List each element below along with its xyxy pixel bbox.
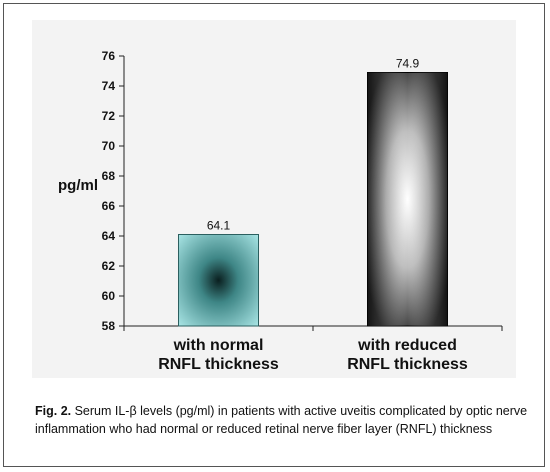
caption-text: Serum IL-β levels (pg/ml) in patients wi… (35, 404, 528, 436)
figure-caption: Fig. 2. Serum IL-β levels (pg/ml) in pat… (35, 402, 535, 438)
y-tick-label: 72 (102, 109, 116, 123)
y-tick-label: 68 (102, 169, 116, 183)
y-tick-label: 74 (102, 79, 116, 93)
data-label: 74.9 (396, 57, 420, 71)
figure-frame: 58 60 62 64 66 68 70 72 74 76 pg/ml 64.1 with norma… (3, 3, 545, 467)
x-category-label: with reduced (357, 337, 457, 354)
y-tick-label: 76 (102, 49, 116, 63)
y-tick-label: 70 (102, 139, 116, 153)
x-category-label: RNFL thickness (347, 356, 468, 373)
y-tick-label: 64 (102, 229, 116, 243)
y-tick-label: 62 (102, 259, 116, 273)
x-category-label: RNFL thickness (158, 356, 279, 373)
x-category-label: with normal (173, 337, 264, 354)
y-tick-label: 58 (102, 319, 116, 333)
caption-label: Fig. 2. (35, 404, 72, 418)
data-label: 64.1 (207, 219, 231, 233)
bar-chart: 58 60 62 64 66 68 70 72 74 76 pg/ml 64.1 with norma… (58, 49, 503, 373)
y-axis-title: pg/ml (58, 177, 98, 194)
chart-panel: 58 60 62 64 66 68 70 72 74 76 pg/ml 64.1 with norma… (32, 20, 516, 378)
y-tick-label: 66 (102, 199, 116, 213)
bar-2-shading (367, 72, 448, 326)
y-tick-label: 60 (102, 289, 116, 303)
bar-1 (178, 234, 259, 327)
